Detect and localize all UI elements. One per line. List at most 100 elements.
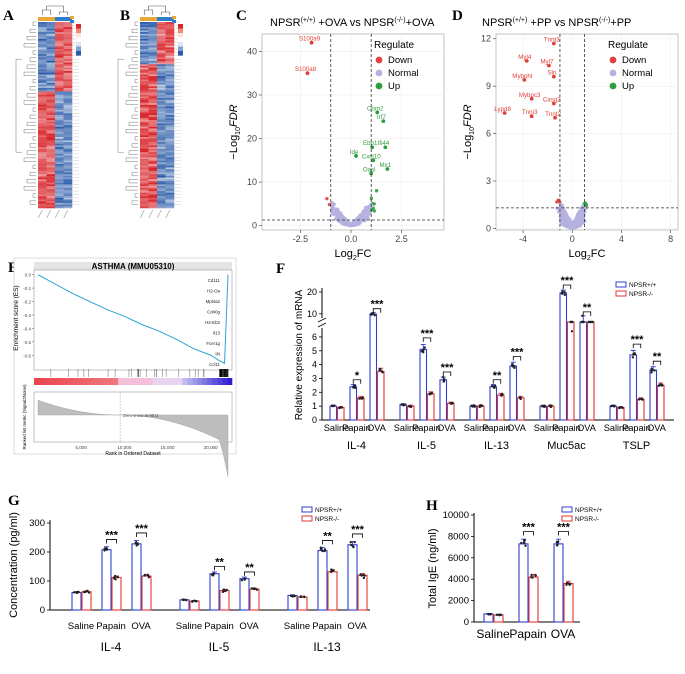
x-tick-label: -4 (519, 234, 527, 244)
y-tick-label: 300 (29, 518, 45, 529)
x-tick-label: 0 (570, 234, 575, 244)
row-dendrogram-line (24, 72, 36, 76)
gene-label: Ccl11 (209, 362, 220, 367)
column-label-tick (149, 210, 153, 218)
bar (564, 583, 573, 622)
rank-gradient-segment (34, 378, 39, 385)
bar (220, 591, 229, 610)
rank-gradient-segment (222, 378, 227, 385)
y-axis-label: −Log10FDR (228, 104, 242, 159)
y-tick-label: 10000 (443, 510, 469, 521)
row-dendrogram-line (135, 79, 138, 83)
legend-label: Down (388, 55, 412, 66)
legend-swatch (616, 282, 626, 287)
data-point (585, 204, 588, 207)
rank-gradient-segment (69, 378, 74, 385)
bar (112, 578, 121, 610)
data-point (354, 387, 356, 389)
bar (428, 394, 435, 420)
x-tick-label: 5,000 (75, 445, 87, 450)
data-point (474, 405, 476, 407)
rank-gradient-segment (54, 378, 59, 385)
bar (540, 406, 547, 420)
bar (420, 349, 427, 420)
data-point (619, 406, 621, 408)
bar (180, 600, 189, 610)
significance-label: ** (215, 556, 224, 568)
rank-gradient-segment (187, 378, 192, 385)
significance-label: ** (653, 351, 662, 363)
row-dendrogram-line (33, 108, 36, 112)
bar (348, 545, 357, 610)
row-dendrogram-line (135, 165, 138, 169)
rank-gradient-segment (192, 378, 197, 385)
bar (378, 372, 385, 420)
rank-gradient-segment (49, 378, 54, 385)
y-tick-label: 0 (464, 617, 469, 628)
row-dendrogram-line (27, 36, 36, 40)
data-label: Sln (547, 70, 557, 77)
data-point (421, 350, 423, 352)
rank-gradient-segment (153, 378, 158, 385)
rank-gradient-segment (128, 378, 133, 385)
bar (490, 387, 497, 420)
data-point (632, 356, 634, 358)
data-point (511, 363, 513, 365)
x-tick-label: Papain (204, 621, 234, 632)
axis-break (318, 318, 326, 327)
data-point (534, 574, 536, 576)
legend-label: NPSR+/+ (575, 507, 603, 514)
y-tick-label: 0 (40, 605, 45, 616)
row-dendrogram-line (126, 129, 138, 133)
data-point (350, 222, 353, 225)
data-point (498, 613, 500, 615)
legend-label: NPSR+/+ (629, 282, 657, 289)
legend-group-swatch (172, 20, 176, 23)
significance-label: *** (105, 529, 119, 541)
y-axis-label: Total IgE (ng/ml) (427, 528, 439, 608)
data-point (530, 576, 532, 578)
y-tick-label: 30 (247, 90, 257, 100)
panel-label-a: A (3, 8, 14, 24)
column-dendrogram-line (144, 6, 170, 15)
data-point (442, 376, 444, 378)
legend-swatch (76, 42, 81, 47)
y-tick-label: 10 (247, 177, 257, 187)
gene-label: Cd40g (207, 310, 220, 315)
legend-marker (376, 70, 383, 77)
data-point (564, 294, 566, 296)
data-point (211, 573, 213, 575)
rank-gradient-segment (108, 378, 113, 385)
row-dendrogram-line (27, 65, 36, 69)
significance-label: *** (631, 334, 645, 346)
x-tick-label: 10,000 (117, 445, 131, 450)
bar (548, 406, 555, 420)
data-point (341, 222, 344, 225)
row-dendrogram-line (33, 51, 36, 55)
panel-c-volcano: C NPSR(+/+) +OVA vs NPSR(-/-)+OVA S100a9… (228, 8, 444, 262)
x-tick-label: Papain (509, 627, 546, 641)
data-label: Mx1 (380, 162, 392, 169)
heatmap-cells (38, 17, 79, 218)
x-axis-label: Log2FC (569, 248, 606, 262)
row-dendrogram-line (30, 29, 36, 33)
data-point (523, 541, 525, 543)
y-tick-label: -0.1 (23, 286, 31, 291)
data-point (256, 589, 258, 591)
data-point (612, 405, 614, 407)
data-point (350, 544, 352, 546)
data-point (352, 546, 354, 548)
bar (580, 322, 587, 420)
gene-label: Fcer1g (206, 341, 220, 346)
data-point (561, 207, 564, 210)
row-dendrogram-line (135, 194, 138, 198)
bar (240, 579, 249, 610)
data-label: Irf7 (377, 114, 386, 121)
data-point (294, 595, 296, 597)
heatmap-cell (55, 206, 64, 208)
legend-label: NPSR-/- (315, 516, 339, 523)
data-point (73, 591, 75, 593)
bar (610, 406, 617, 420)
column-label-tick (64, 210, 68, 218)
